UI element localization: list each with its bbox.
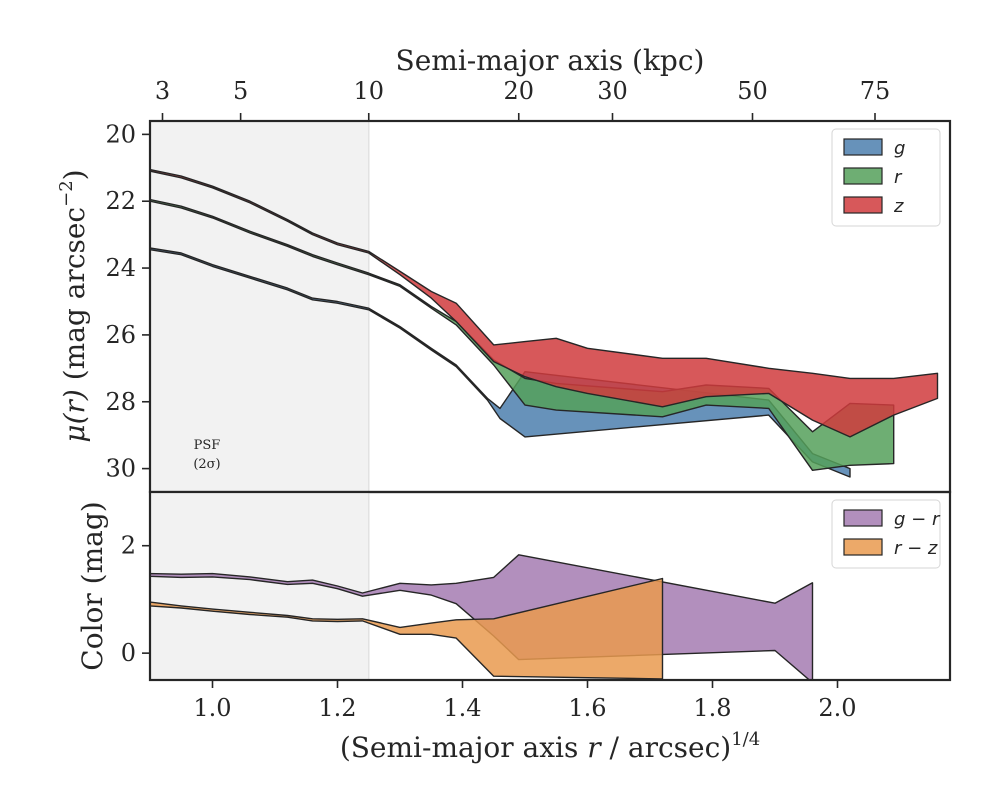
legend-label: r	[894, 167, 903, 188]
top-tick-label: 5	[233, 77, 248, 105]
y-tick-label: 30	[105, 455, 136, 483]
x-tick-label: 1.6	[568, 694, 606, 722]
x-tick-label: 1.4	[443, 694, 481, 722]
series-band-surface-brightness-1	[150, 198, 895, 471]
series-band-surface-brightness-2	[150, 168, 939, 438]
top-axis-title: Semi-major axis (kpc)	[396, 44, 705, 77]
y-tick-label: 20	[105, 120, 136, 148]
legend-swatch	[843, 196, 883, 214]
psf-sigma-label: (2σ)	[193, 457, 220, 472]
top-panel-y-axis-title-sup: −2	[56, 180, 77, 207]
plot-layer: 20 22 24 26 28 30 grz 0 2 1.0 1.2 1.4 1.6 1.8 2.0 g − r…	[105, 77, 952, 722]
x-axis-title-sup: 1/4	[731, 729, 760, 750]
x-axis-title-pre: (Semi-major axis	[340, 731, 587, 764]
color-panel-frame	[148, 490, 952, 682]
top-tick-label: 3	[155, 77, 170, 105]
top-panel-y-axis-title-text: (mag arcsec	[58, 207, 91, 389]
x-axis-title-post: / arcsec)	[601, 731, 732, 764]
legend-swatch	[843, 138, 883, 156]
x-tick-label: 1.0	[193, 694, 231, 722]
top-tick-label: 20	[503, 77, 534, 105]
y-tick-label: 28	[105, 388, 136, 416]
top-panel-y-axis-title-close: )	[58, 169, 91, 180]
top-tick-label: 75	[860, 77, 891, 105]
color-panel: 0 2 1.0 1.2 1.4 1.6 1.8 2.0 g − r r − z	[121, 490, 952, 722]
legend-label: g	[894, 138, 905, 159]
top-tick-label: 10	[353, 77, 384, 105]
top-panel-y-axis-title-var: μ(r)	[58, 389, 91, 442]
top-tick-label: 50	[737, 77, 768, 105]
surface-brightness-legend: grz	[831, 128, 941, 227]
x-tick-label: 1.2	[318, 694, 356, 722]
legend-swatch	[843, 509, 883, 527]
legend-swatch	[843, 538, 883, 556]
y-tick-label: 2	[121, 532, 136, 560]
y-tick-label: 24	[105, 254, 136, 282]
legend-swatch	[843, 167, 883, 185]
color-legend: g − r r − z	[831, 499, 941, 569]
psf-region-shade	[150, 121, 369, 492]
x-axis-title: (Semi-major axis r / arcsec)1/4	[340, 729, 760, 764]
y-tick-label: 0	[121, 639, 136, 667]
top-tick-label: 30	[597, 77, 628, 105]
legend-label: r − z	[894, 538, 938, 559]
legend-label: z	[893, 196, 904, 217]
x-axis-title-var: r	[587, 731, 602, 764]
legend-label: g − r	[894, 509, 941, 530]
psf-label: PSF	[194, 438, 221, 453]
y-tick-label: 26	[105, 321, 136, 349]
series-band-surface-brightness-0	[150, 247, 851, 478]
x-tick-label: 1.8	[693, 694, 731, 722]
bottom-panel-y-axis-title: Color (mag)	[76, 501, 109, 670]
top-panel-y-axis-title: μ(r) (mag arcsec−2)	[56, 169, 91, 442]
x-tick-label: 2.0	[818, 694, 856, 722]
y-tick-label: 22	[105, 187, 136, 215]
surface-brightness-panel: 20 22 24 26 28 30 grz	[105, 119, 952, 494]
